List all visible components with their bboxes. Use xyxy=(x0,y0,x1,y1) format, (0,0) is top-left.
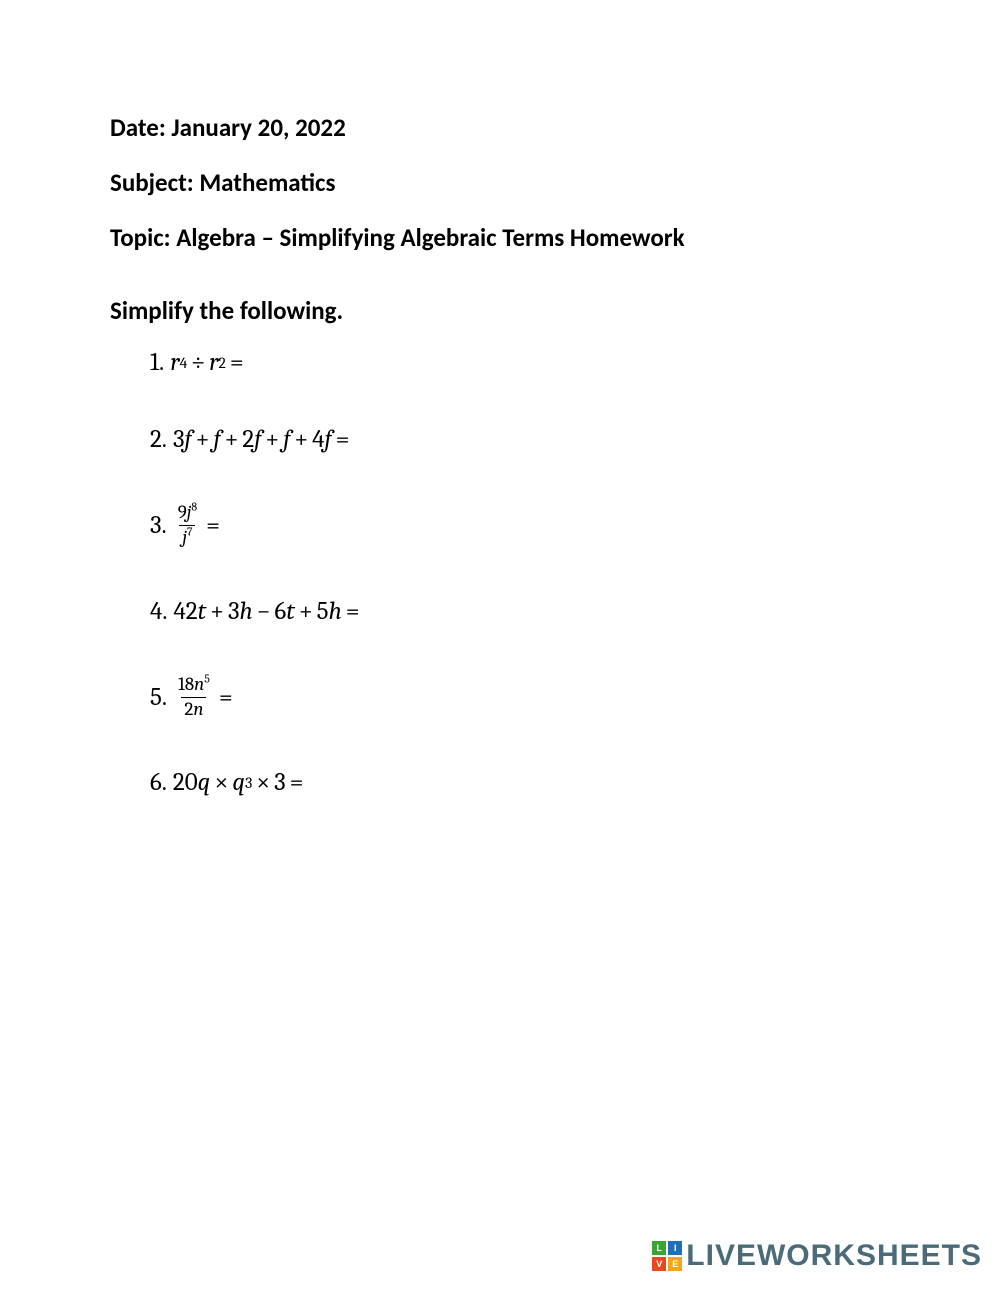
problem-2: 2. 3f + f + 2f + f + 4f = xyxy=(150,425,890,454)
variable: t xyxy=(286,597,295,626)
denominator: 2n xyxy=(181,697,206,721)
variable: n xyxy=(194,673,204,695)
logo-box: L xyxy=(652,1241,666,1255)
variable: t xyxy=(198,597,207,626)
logo-box: I xyxy=(668,1241,682,1255)
equals: = xyxy=(346,597,360,626)
liveworksheets-watermark: L I V E LIVEWORKSHEETS xyxy=(652,1239,982,1273)
problem-number: 2. xyxy=(150,425,167,454)
coef: 20 xyxy=(173,768,198,797)
coef: 3 xyxy=(274,768,286,797)
plus-op: + xyxy=(265,425,279,454)
problem-6: 6. 20q × q3 × 3 = xyxy=(150,768,890,797)
problem-4: 4. 42t + 3h − 6t + 5h = xyxy=(150,597,890,626)
coef: 6 xyxy=(275,597,287,626)
problem-3: 3. 9j8 j7 = xyxy=(150,502,890,549)
coef: 3 xyxy=(173,425,185,454)
logo-box: E xyxy=(668,1257,682,1271)
variable: n xyxy=(193,698,203,720)
coef: 9 xyxy=(178,501,187,523)
problem-1: 1. r4 ÷ r2 = xyxy=(150,348,890,377)
plus-op: + xyxy=(196,425,210,454)
problem-5: 5. 18n5 2n = xyxy=(150,674,890,721)
subject-label: Subject: xyxy=(110,167,194,198)
variable: q xyxy=(232,768,245,797)
coef: 2 xyxy=(184,698,193,720)
variable: r xyxy=(209,348,218,377)
variable: f xyxy=(254,425,261,454)
coef: 18 xyxy=(178,673,194,695)
date-value: January 20, 2022 xyxy=(171,112,345,143)
divide-op: ÷ xyxy=(191,348,205,377)
variable: f xyxy=(324,425,331,454)
topic-label: Topic: xyxy=(110,222,171,253)
topic-line: Topic: Algebra – Simplifying Algebraic T… xyxy=(110,220,890,255)
variable: f xyxy=(184,425,191,454)
coef: 4 xyxy=(312,425,324,454)
fraction: 18n5 2n xyxy=(175,674,213,721)
equals: = xyxy=(336,425,350,454)
coef: 3 xyxy=(228,597,240,626)
numerator: 9j8 xyxy=(175,502,200,525)
problems-list: 1. r4 ÷ r2 = 2. 3f + f + 2f + f + 4f = 3… xyxy=(110,348,890,797)
problem-number: 6. xyxy=(150,768,167,797)
problem-number: 4. xyxy=(150,597,167,626)
times-op: × xyxy=(214,768,228,797)
coef: 42 xyxy=(173,597,197,626)
instruction-text: Simplify the following. xyxy=(110,295,890,326)
coef: 5 xyxy=(317,597,329,626)
plus-op: + xyxy=(299,597,313,626)
exponent: 7 xyxy=(187,525,193,539)
variable: h xyxy=(239,597,252,626)
plus-op: + xyxy=(225,425,239,454)
watermark-logo-icon: L I V E xyxy=(652,1241,682,1271)
numerator: 18n5 xyxy=(175,674,213,697)
coef: 2 xyxy=(242,425,254,454)
worksheet-page: Date: January 20, 2022 Subject: Mathemat… xyxy=(0,0,1000,797)
equals: = xyxy=(219,683,233,712)
problem-number: 3. xyxy=(150,511,167,540)
minus-op: − xyxy=(257,597,271,626)
equals: = xyxy=(206,511,220,540)
denominator: j7 xyxy=(179,525,195,549)
variable: f xyxy=(213,425,220,454)
plus-op: + xyxy=(294,425,308,454)
watermark-text: LIVEWORKSHEETS xyxy=(686,1239,982,1273)
date-label: Date: xyxy=(110,112,166,143)
equals: = xyxy=(290,768,304,797)
variable: r xyxy=(170,348,179,377)
topic-value: Algebra – Simplifying Algebraic Terms Ho… xyxy=(176,222,684,253)
fraction: 9j8 j7 xyxy=(175,502,200,549)
date-line: Date: January 20, 2022 xyxy=(110,110,890,145)
subject-line: Subject: Mathematics xyxy=(110,165,890,200)
plus-op: + xyxy=(210,597,224,626)
subject-value: Mathematics xyxy=(199,167,335,198)
exponent: 5 xyxy=(204,671,210,685)
exponent: 8 xyxy=(191,500,197,514)
problem-number: 5. xyxy=(150,683,167,712)
variable: q xyxy=(198,768,211,797)
logo-box: V xyxy=(652,1257,666,1271)
variable: f xyxy=(283,425,290,454)
equals: = xyxy=(230,348,244,377)
problem-number: 1. xyxy=(150,348,164,377)
variable: h xyxy=(329,597,342,626)
times-op: × xyxy=(256,768,270,797)
